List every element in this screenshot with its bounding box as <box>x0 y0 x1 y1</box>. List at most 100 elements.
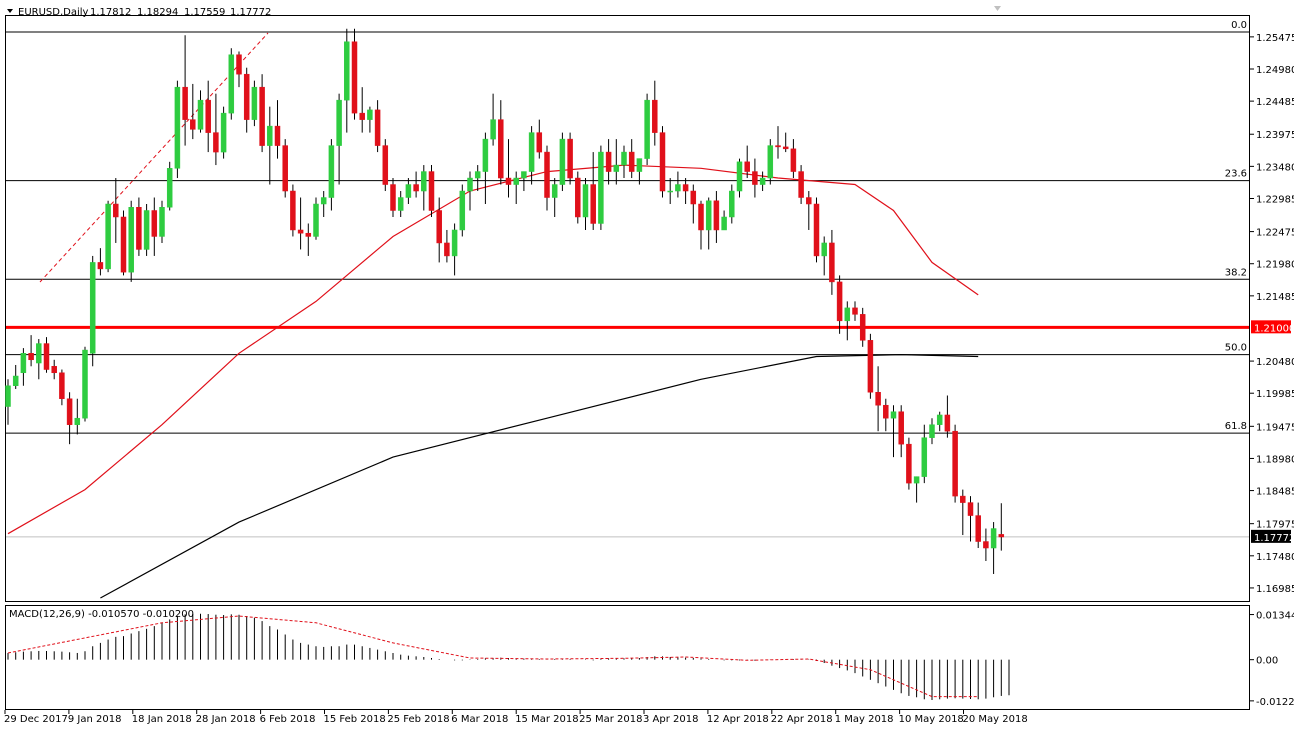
candle-body <box>775 145 781 148</box>
scroll-marker-icon <box>994 6 1001 11</box>
candle-body <box>936 414 943 425</box>
date-tick-label: 9 Jan 2018 <box>68 714 122 725</box>
price-tick-label: 1.22985 <box>1256 194 1294 205</box>
candle-body <box>983 541 989 549</box>
candle-body <box>43 343 50 370</box>
moving-average-slow-line <box>100 353 979 599</box>
candle-body <box>236 54 242 75</box>
price-tick-label: 1.21485 <box>1256 292 1294 303</box>
candle-body <box>36 343 42 364</box>
chevron-down-icon[interactable] <box>7 9 13 13</box>
date-tick-label: 10 May 2018 <box>899 714 964 725</box>
candle-body <box>451 229 458 257</box>
candle-body <box>174 86 181 169</box>
candle-body <box>859 314 866 341</box>
date-tick-label: 25 Mar 2018 <box>579 714 642 725</box>
candle-body <box>836 281 843 322</box>
price-tick-label: 1.25475 <box>1256 33 1294 44</box>
price-tick-label: 1.21980 <box>1256 260 1294 271</box>
candle-body <box>97 262 104 270</box>
fib-level-label: 61.8 <box>1225 421 1247 432</box>
candle-body <box>405 184 412 198</box>
candle-body <box>436 210 442 244</box>
price-tick-label: 1.18485 <box>1256 487 1294 498</box>
candle-body <box>613 164 620 172</box>
candle-body <box>505 177 512 185</box>
candle-body <box>397 197 404 211</box>
current-price-label: 1.17772 <box>1254 533 1294 544</box>
price-tick-label: 1.24485 <box>1256 97 1294 108</box>
date-tick-label: 3 Apr 2018 <box>643 714 698 725</box>
candle-body <box>559 138 566 185</box>
fib-level-label: 23.6 <box>1225 169 1247 180</box>
candle-body <box>382 145 389 185</box>
date-tick-label: 6 Feb 2018 <box>260 714 316 725</box>
candle-body <box>729 190 735 218</box>
candle-body <box>929 424 935 438</box>
date-tick-label: 20 May 2018 <box>963 714 1028 725</box>
date-tick-label: 22 Apr 2018 <box>771 714 833 725</box>
candle-body <box>143 210 150 250</box>
candle-body <box>975 515 981 542</box>
candle-body <box>328 145 335 198</box>
candle-body <box>220 112 227 153</box>
candle-body <box>482 138 489 172</box>
date-tick-label: 29 Dec 2017 <box>4 714 68 725</box>
candle-body <box>490 119 496 140</box>
candle-body <box>544 151 550 198</box>
price-tick-label: 1.16985 <box>1256 584 1294 595</box>
candle-body <box>89 262 96 354</box>
candle-body <box>521 171 527 179</box>
candle-body <box>852 307 858 315</box>
candle-body <box>721 216 727 231</box>
candle-body <box>821 242 827 257</box>
candle-body <box>782 146 789 150</box>
candle-body <box>105 203 111 270</box>
candle-body <box>51 366 57 374</box>
candle-body <box>844 307 851 322</box>
candle-body <box>682 184 689 192</box>
candle-body <box>305 232 312 237</box>
candle-body <box>582 184 589 218</box>
candle-body <box>798 171 804 198</box>
candle-body <box>136 207 142 250</box>
candle-body <box>367 109 373 120</box>
candle-body <box>444 242 450 257</box>
price-tick-label: 1.23480 <box>1256 162 1294 173</box>
candle-body <box>74 417 81 425</box>
candle-body <box>736 161 743 192</box>
candle-body <box>713 200 720 231</box>
candle-body <box>498 119 504 179</box>
candle-body <box>374 109 381 146</box>
header-open: 1.17812 <box>90 7 131 18</box>
candle-body <box>228 54 235 114</box>
candle-body <box>205 99 211 133</box>
date-tick-label: 12 Apr 2018 <box>707 714 769 725</box>
date-tick-label: 18 Jan 2018 <box>132 714 192 725</box>
candle-body <box>267 125 273 146</box>
candle-body <box>705 200 712 231</box>
header-high: 1.18294 <box>137 7 178 18</box>
key-level-tag <box>1251 320 1291 334</box>
candle-body <box>806 197 812 205</box>
candle-body <box>575 177 581 218</box>
candle-body <box>652 99 658 133</box>
candle-body <box>898 411 904 445</box>
candle-body <box>344 41 350 101</box>
candle-body <box>159 207 165 237</box>
header-symbol: EURUSD,Daily <box>18 7 89 18</box>
key-level-label: 1.21000 <box>1254 323 1294 334</box>
candle-body <box>428 171 435 211</box>
candle-body <box>752 171 758 185</box>
candle-body <box>28 353 34 361</box>
candle-body <box>675 184 681 192</box>
header-low: 1.17559 <box>184 7 225 18</box>
price-panel <box>5 15 1250 602</box>
candle-body <box>66 398 73 425</box>
candle-body <box>459 190 466 231</box>
candle-body <box>829 242 835 283</box>
price-tick-label: 1.19475 <box>1256 422 1294 433</box>
candle-body <box>528 132 535 172</box>
header-close: 1.17772 <box>230 7 271 18</box>
